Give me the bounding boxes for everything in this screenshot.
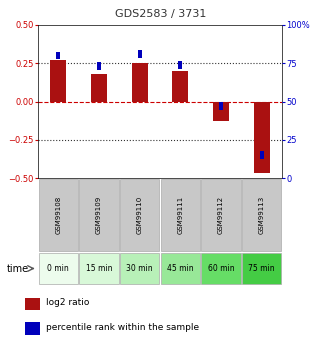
Bar [79,253,119,284]
Bar [160,179,200,251]
Text: 75 min: 75 min [248,264,275,273]
Bar [201,179,241,251]
Text: GSM99108: GSM99108 [55,196,61,234]
Bar [91,74,107,101]
Text: GSM99112: GSM99112 [218,196,224,234]
Bar [242,179,282,251]
Text: 30 min: 30 min [126,264,153,273]
Bar [39,179,78,251]
Text: GDS2583 / 3731: GDS2583 / 3731 [115,9,206,19]
Bar [79,179,119,251]
Bar [97,62,101,70]
Text: GSM99110: GSM99110 [137,196,143,234]
Bar [138,50,142,58]
Bar [172,71,188,101]
Text: time: time [6,264,29,274]
Bar [39,253,78,284]
Bar [213,101,229,121]
Bar [25,298,40,310]
Text: 0 min: 0 min [48,264,69,273]
Bar [120,253,160,284]
Bar [219,102,223,110]
Text: percentile rank within the sample: percentile rank within the sample [47,323,200,332]
Bar [260,151,264,159]
Text: GSM99111: GSM99111 [177,196,183,234]
Text: 60 min: 60 min [208,264,234,273]
Bar [160,253,200,284]
Text: GSM99109: GSM99109 [96,196,102,234]
Bar [132,63,148,101]
Bar [254,101,270,174]
Text: 45 min: 45 min [167,264,194,273]
Bar [120,179,160,251]
Bar [242,253,282,284]
Bar [56,52,60,59]
Bar [25,322,40,335]
Bar [178,61,182,69]
Text: GSM99113: GSM99113 [259,196,265,234]
Bar [50,60,66,101]
Text: log2 ratio: log2 ratio [47,298,90,307]
Text: 15 min: 15 min [86,264,112,273]
Bar [201,253,241,284]
